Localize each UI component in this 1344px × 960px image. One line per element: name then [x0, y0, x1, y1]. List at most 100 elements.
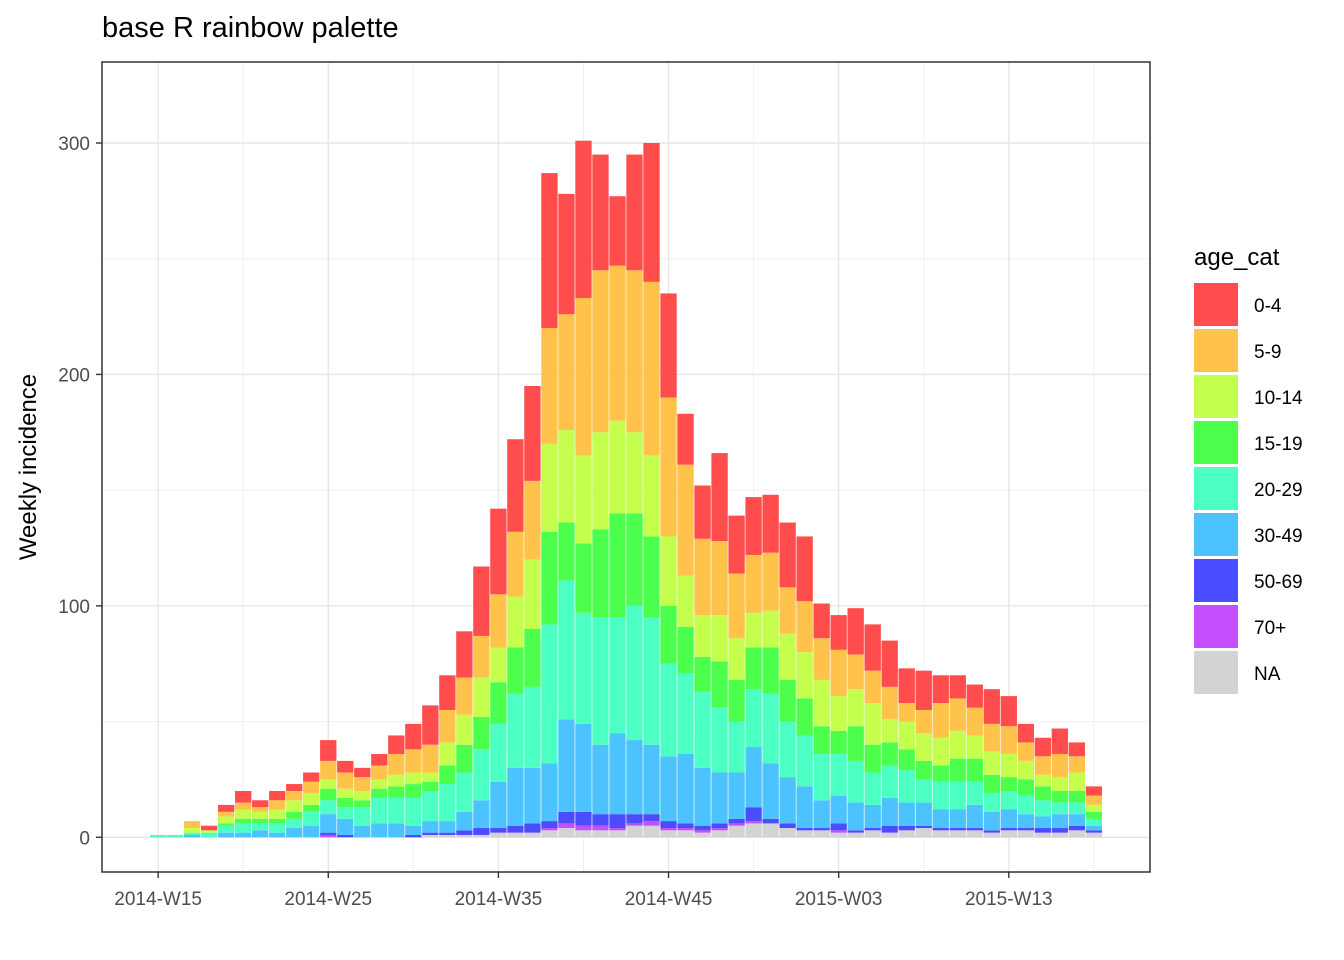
- bar-segment: [269, 832, 286, 838]
- bar-segment: [1085, 786, 1103, 796]
- bar-segment: [796, 652, 813, 699]
- x-tick-label: 2014-W15: [114, 889, 202, 910]
- bar-segment: [864, 828, 881, 831]
- bar-segment: [796, 698, 813, 736]
- bar-segment: [575, 723, 592, 812]
- bar-segment: [932, 781, 949, 810]
- bar-segment: [524, 686, 541, 768]
- bar-segment: [983, 830, 1000, 833]
- bar-segment: [694, 538, 711, 616]
- bar-segment: [439, 710, 456, 743]
- bar-segment: [541, 624, 558, 764]
- bar-segment: [915, 828, 932, 838]
- bar-segment: [388, 753, 405, 775]
- bar-segment: [1051, 728, 1068, 754]
- chart-title: base R rainbow palette: [102, 12, 399, 44]
- bar-segment: [405, 723, 422, 750]
- bar-segment: [847, 654, 864, 690]
- bar-segment: [371, 788, 388, 798]
- bar-segment: [745, 612, 762, 648]
- bar-segment: [490, 828, 507, 833]
- y-tick-label: 300: [58, 134, 90, 155]
- bar-segment: [1068, 814, 1086, 826]
- bar-segment: [1034, 786, 1051, 801]
- bar-segment: [507, 531, 524, 597]
- bar-segment: [320, 760, 337, 780]
- bar-segment: [575, 830, 592, 838]
- bar-segment: [762, 610, 779, 648]
- bar-segment: [320, 832, 337, 835]
- bar-segment: [371, 797, 388, 824]
- bar-segment: [1085, 818, 1103, 826]
- bar-segment: [184, 821, 201, 829]
- bar-segment: [218, 804, 235, 812]
- bar-segment: [252, 823, 269, 831]
- bar-segment: [1034, 737, 1051, 757]
- bar-segment: [201, 832, 218, 838]
- bar-segment: [711, 615, 728, 662]
- bar-segment: [1000, 830, 1017, 838]
- bar-segment: [779, 633, 796, 680]
- bar-segment: [473, 828, 490, 835]
- bar-segment: [1017, 779, 1034, 796]
- bar-segment: [762, 494, 779, 553]
- bar-segment: [558, 193, 575, 315]
- bar-segment: [643, 281, 660, 456]
- bar-segment: [269, 823, 286, 833]
- bar-segment: [796, 735, 813, 787]
- bar-segment: [337, 760, 354, 773]
- bar-segment: [1000, 828, 1017, 831]
- bar-segment: [745, 747, 762, 808]
- bar-segment: [677, 413, 694, 465]
- bar-segment: [881, 797, 898, 826]
- bar-segment: [320, 814, 337, 833]
- bar-segment: [609, 513, 626, 618]
- bar-segment: [252, 818, 269, 824]
- bar-segment: [558, 811, 575, 824]
- bar-segment: [864, 804, 881, 829]
- bar-segment: [422, 834, 439, 838]
- bar-segment: [864, 624, 881, 671]
- x-tick-label: 2014-W45: [625, 889, 713, 910]
- bar-segment: [966, 707, 983, 736]
- bar-segment: [745, 647, 762, 690]
- bar-segment: [677, 464, 694, 576]
- bar-segment: [490, 832, 507, 838]
- bar-segment: [626, 154, 643, 271]
- bar-segment: [490, 594, 507, 648]
- bar-segment: [439, 834, 456, 838]
- bar-segment: [949, 830, 966, 838]
- bar-segment: [864, 830, 881, 838]
- bar-segment: [1068, 772, 1086, 791]
- bars-layer: [149, 140, 1103, 838]
- bar-segment: [354, 807, 371, 826]
- x-tick-label: 2014-W25: [284, 889, 372, 910]
- bar-segment: [932, 828, 949, 831]
- bar-segment: [932, 737, 949, 766]
- bar-segment: [473, 834, 490, 838]
- bar-segment: [388, 786, 405, 798]
- bar-segment: [490, 723, 507, 782]
- bar-segment: [558, 429, 575, 523]
- bar-segment: [303, 804, 320, 812]
- legend-swatch: [1194, 375, 1238, 418]
- bar-segment: [609, 828, 626, 831]
- bar-segment: [558, 823, 575, 829]
- bar-segment: [575, 825, 592, 831]
- bar-segment: [864, 772, 881, 805]
- legend-swatch: [1194, 605, 1238, 648]
- bar-segment: [456, 714, 473, 745]
- bar-segment: [201, 830, 218, 833]
- bar-segment: [1017, 742, 1034, 761]
- bar-segment: [728, 638, 745, 680]
- bar-segment: [575, 811, 592, 826]
- bar-segment: [762, 823, 779, 838]
- bar-segment: [320, 788, 337, 801]
- bar-segment: [371, 765, 388, 780]
- bar-segment: [898, 830, 915, 838]
- legend-swatch: [1194, 283, 1238, 326]
- bar-segment: [966, 828, 983, 831]
- bar-segment: [660, 821, 677, 829]
- bar-segment: [166, 834, 184, 838]
